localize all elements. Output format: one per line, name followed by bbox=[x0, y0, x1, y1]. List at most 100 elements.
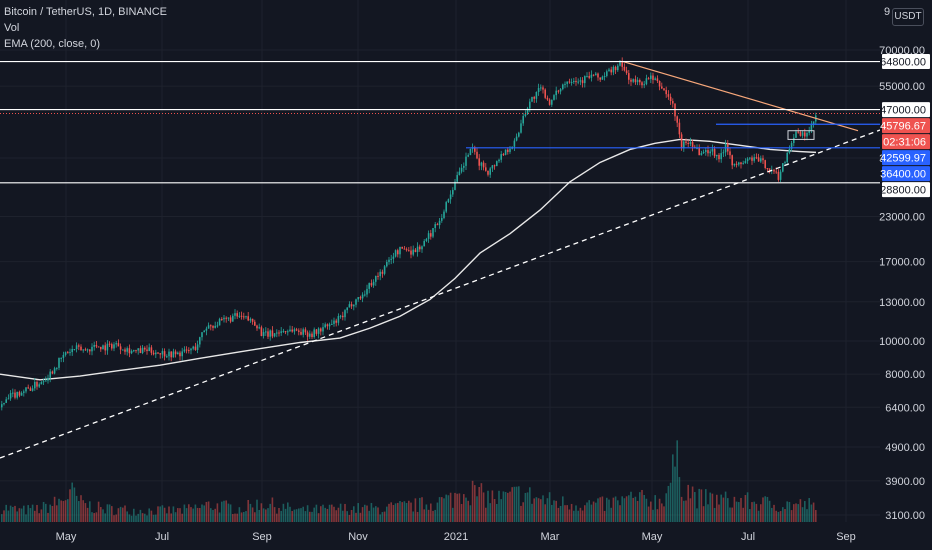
candle-body bbox=[518, 132, 520, 137]
volume-bar bbox=[788, 501, 791, 522]
symbol-title[interactable]: Bitcoin / TetherUS, 1D, BINANCE bbox=[4, 6, 168, 18]
volume-bar bbox=[377, 507, 379, 522]
candle-body bbox=[302, 329, 304, 335]
candle-body bbox=[62, 354, 65, 358]
volume-bar bbox=[179, 508, 181, 522]
volume-indicator-label[interactable]: Vol bbox=[4, 22, 20, 34]
volume-bar bbox=[654, 495, 656, 522]
volume-bar bbox=[557, 507, 560, 522]
volume-bar bbox=[196, 507, 199, 522]
candle-body bbox=[535, 91, 538, 99]
candle-body bbox=[608, 69, 610, 72]
candle-body bbox=[163, 351, 166, 357]
candle-body bbox=[227, 317, 230, 319]
candle-body bbox=[337, 316, 340, 323]
candle-body bbox=[573, 80, 575, 83]
volume-bar bbox=[713, 507, 716, 522]
candle-body bbox=[282, 331, 285, 333]
volume-bar bbox=[623, 498, 626, 522]
volume-bar bbox=[724, 491, 727, 522]
currency-button[interactable]: USDT bbox=[892, 8, 924, 26]
volume-bar bbox=[353, 506, 355, 522]
candle-body bbox=[630, 79, 632, 82]
volume-bar bbox=[592, 501, 595, 522]
candle-body bbox=[469, 148, 472, 156]
volume-bar bbox=[570, 503, 573, 522]
price-label: 45796.67 bbox=[880, 118, 930, 134]
price-label-text: 64800.00 bbox=[880, 57, 926, 69]
candle-body bbox=[738, 162, 740, 165]
volume-bar bbox=[687, 484, 689, 522]
candle-body bbox=[456, 175, 458, 182]
candle-body bbox=[135, 350, 137, 352]
volume-bar bbox=[23, 505, 25, 522]
volume-bar bbox=[49, 504, 51, 522]
volume-bar bbox=[584, 505, 586, 522]
volume-bar bbox=[491, 490, 494, 522]
volume-bar bbox=[194, 504, 197, 522]
resistance-trendline bbox=[622, 60, 859, 132]
volume-bar bbox=[601, 496, 604, 522]
candle-body bbox=[410, 250, 412, 255]
candle-body bbox=[276, 332, 278, 334]
volume-bar bbox=[359, 512, 362, 522]
price-tick-label: 23000.00 bbox=[879, 211, 925, 223]
candle-body bbox=[361, 294, 364, 299]
candle-body bbox=[157, 352, 159, 354]
candle-body bbox=[788, 148, 791, 153]
candle-body bbox=[201, 332, 203, 338]
candle-body bbox=[56, 367, 58, 369]
candle-body bbox=[452, 189, 454, 195]
volume-bar bbox=[320, 506, 322, 522]
price-label-bg bbox=[882, 150, 930, 166]
volume-bar bbox=[581, 510, 584, 522]
candle-body bbox=[386, 262, 388, 267]
volume-bar bbox=[53, 496, 56, 522]
candle-body bbox=[108, 343, 111, 345]
candle-body bbox=[676, 116, 678, 123]
volume-bar bbox=[777, 511, 780, 522]
volume-bar bbox=[243, 511, 245, 522]
volume-bar bbox=[707, 504, 709, 522]
candle-body bbox=[53, 368, 56, 374]
candle-body bbox=[152, 352, 155, 355]
volume-bar bbox=[394, 503, 397, 522]
volume-bar bbox=[665, 493, 667, 522]
candle-body bbox=[348, 304, 351, 308]
candle-body bbox=[557, 90, 560, 92]
candle-body bbox=[507, 149, 509, 152]
volume-bar bbox=[251, 507, 254, 522]
candle-body bbox=[498, 159, 500, 162]
volume-bar bbox=[702, 506, 705, 522]
volume-bar bbox=[438, 497, 441, 522]
candle-body bbox=[722, 152, 725, 154]
ema-indicator-label[interactable]: EMA (200, close, 0) bbox=[4, 38, 100, 50]
volume-bar bbox=[746, 492, 749, 522]
candle-body bbox=[524, 114, 527, 116]
volume-bar bbox=[348, 514, 351, 522]
candle-body bbox=[7, 398, 10, 400]
candle-body bbox=[205, 328, 208, 331]
volume-bar bbox=[711, 493, 714, 522]
candle-body bbox=[513, 140, 516, 147]
time-tick-label: Sep bbox=[252, 531, 272, 543]
volume-bar bbox=[212, 509, 214, 522]
price-label-text: 28800.00 bbox=[880, 185, 926, 197]
volume-bar bbox=[806, 509, 808, 522]
volume-bar bbox=[733, 496, 736, 522]
volume-bar bbox=[60, 500, 62, 522]
price-label: 64800.00 bbox=[880, 54, 930, 70]
volume-bar bbox=[801, 507, 804, 522]
candle-body bbox=[357, 297, 359, 300]
volume-bar bbox=[238, 507, 241, 522]
candle-body bbox=[801, 132, 804, 136]
volume-bar bbox=[696, 508, 698, 522]
volume-bar bbox=[443, 498, 445, 522]
volume-bar bbox=[460, 504, 463, 522]
candle-body bbox=[69, 352, 71, 354]
volume-bar bbox=[38, 513, 40, 522]
candle-body bbox=[366, 288, 368, 295]
candle-body bbox=[647, 78, 650, 80]
candle-body bbox=[381, 271, 384, 274]
